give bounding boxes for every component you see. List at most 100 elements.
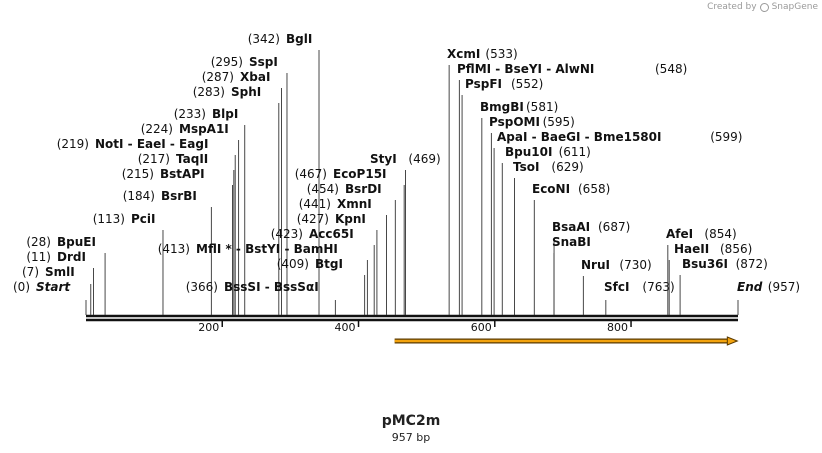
enzyme-name: MspA1I (179, 122, 229, 136)
enzyme-site[interactable]: ApaI - BaeGI - Bme1580I (599) (493, 130, 742, 315)
site-position: (366) (186, 280, 218, 294)
site-position: (184) (123, 189, 155, 203)
enzyme-name: ApaI - BaeGI - Bme1580I (497, 130, 661, 144)
enzyme-name: NotI - EaeI - EagI (95, 137, 208, 151)
enzyme-site[interactable]: NruI (730) (581, 258, 652, 315)
enzyme-name: EcoP15I (333, 167, 387, 181)
enzyme-name: Bpu10I (505, 145, 552, 159)
axis-tick-label: 600 (471, 321, 492, 334)
enzyme-name: BmgBI (480, 100, 524, 114)
site-position: (730) (619, 258, 651, 272)
site-position: (224) (141, 122, 173, 136)
enzyme-name: PspOMI (489, 115, 540, 129)
enzyme-site[interactable]: TsoI (629) (513, 160, 584, 315)
enzyme-site[interactable]: Acc65I (423) (271, 227, 375, 315)
enzyme-name: BssSI - BssSαI (224, 280, 319, 294)
enzyme-site[interactable]: TaqII (217) (138, 152, 235, 315)
site-position: (413) (158, 242, 190, 256)
plasmid-size: 957 bp (391, 431, 431, 444)
enzyme-site[interactable]: BssSI - BssSαI (366) (186, 280, 336, 315)
enzyme-name: BglI (286, 32, 312, 46)
enzyme-name: StyI (370, 152, 397, 166)
enzyme-site[interactable]: AfeI (854) (666, 227, 737, 315)
snapgene-logo-icon (759, 2, 769, 12)
site-position: (233) (174, 107, 206, 121)
enzyme-name: AfeI (666, 227, 693, 241)
site-position: (427) (297, 212, 329, 226)
enzyme-name: BsrDI (345, 182, 382, 196)
enzyme-name: SspI (249, 55, 278, 69)
enzyme-site[interactable]: MflI * - BstYI - BamHI (413) (158, 242, 368, 315)
enzyme-site[interactable]: HaeII (856) (668, 242, 752, 315)
enzyme-site[interactable]: SmlI (7) (22, 265, 92, 315)
enzyme-site[interactable]: XcmI (533) (447, 47, 518, 315)
axis-tick-label: 400 (335, 321, 356, 334)
enzyme-site[interactable]: MspA1I (224) (141, 122, 240, 315)
enzyme-name: End (737, 280, 763, 294)
credit-prefix: Created by (707, 2, 757, 12)
site-position: (441) (299, 197, 331, 211)
enzyme-site[interactable]: BsrDI (454) (307, 182, 396, 315)
sequence-end-marker[interactable]: Start (0) (13, 280, 87, 315)
enzyme-site[interactable]: StyI (469) (370, 152, 441, 315)
site-position: (548) (655, 62, 687, 76)
site-position: (599) (710, 130, 742, 144)
enzyme-name: BpuEI (57, 235, 96, 249)
enzyme-site[interactable]: XmnI (441) (299, 197, 387, 315)
enzyme-site[interactable]: BglI (342) (248, 32, 320, 315)
enzyme-site[interactable]: Bsu36I (872) (679, 257, 768, 315)
enzyme-name: BstAPI (160, 167, 205, 181)
enzyme-site[interactable]: BlpI (233) (174, 107, 246, 315)
site-position: (611) (559, 145, 591, 159)
plasmid-name: pMC2m (381, 413, 441, 429)
site-position: (7) (22, 265, 39, 279)
enzyme-name: XbaI (240, 70, 270, 84)
enzyme-name: MflI * - BstYI - BamHI (196, 242, 338, 256)
enzyme-name: BsaAI (552, 220, 590, 234)
enzyme-site[interactable]: EcoNI (658) (532, 182, 610, 315)
enzyme-site[interactable]: Bpu10I (611) (501, 145, 591, 315)
enzyme-name: NruI (581, 258, 610, 272)
axis-tick-label: 800 (607, 321, 628, 334)
snapgene-credit: Created by SnapGene (707, 2, 818, 12)
enzyme-site[interactable]: SspI (295) (211, 55, 288, 315)
site-position: (629) (551, 160, 583, 174)
enzyme-site[interactable]: XbaI (287) (202, 70, 282, 315)
credit-brand: SnapGene (771, 2, 818, 12)
axis-tick-label: 200 (198, 321, 219, 334)
enzyme-name: XmnI (337, 197, 372, 211)
site-position: (454) (307, 182, 339, 196)
enzyme-site[interactable]: BpuEI (28) (26, 235, 106, 315)
orf-arrow[interactable] (394, 336, 739, 346)
site-position: (581) (526, 100, 558, 114)
enzyme-name: DrdI (57, 250, 86, 264)
enzyme-site[interactable]: KpnI (427) (297, 212, 378, 315)
enzyme-name: XcmI (447, 47, 480, 61)
enzyme-site[interactable]: PflMI - BseYI - AlwNI (548) (457, 62, 687, 315)
site-position: (687) (598, 220, 630, 234)
enzyme-site[interactable]: BtgI (409) (277, 257, 366, 315)
enzyme-site[interactable]: PciI (113) (93, 212, 164, 315)
enzyme-site[interactable]: BstAPI (215) (122, 167, 233, 315)
enzyme-site[interactable]: PspFI (552) (461, 77, 543, 315)
site-position: (763) (642, 280, 674, 294)
enzyme-site[interactable]: SnaBI (552, 235, 591, 315)
enzyme-site[interactable]: SphI (283) (193, 85, 280, 315)
enzyme-site[interactable]: EcoP15I (467) (295, 167, 405, 315)
site-position: (295) (211, 55, 243, 69)
site-position: (467) (295, 167, 327, 181)
enzyme-site[interactable]: SfcI (763) (604, 280, 675, 315)
enzyme-name: PspFI (465, 77, 502, 91)
enzyme-site[interactable]: DrdI (11) (26, 250, 94, 315)
site-position: (28) (26, 235, 51, 249)
enzyme-name: Start (36, 280, 71, 294)
sequence-end-marker[interactable]: End (957) (737, 280, 800, 315)
enzyme-name: PflMI - BseYI - AlwNI (457, 62, 594, 76)
enzyme-site[interactable]: NotI - EaeI - EagI (219) (57, 137, 236, 315)
site-position: (469) (408, 152, 440, 166)
enzyme-site[interactable]: PspOMI (595) (489, 115, 575, 315)
enzyme-site[interactable]: BsaAI (687) (552, 220, 630, 315)
enzyme-site[interactable]: BmgBI (581) (480, 100, 558, 315)
enzyme-name: SnaBI (552, 235, 591, 249)
enzyme-site[interactable]: BsrBI (184) (123, 189, 212, 315)
